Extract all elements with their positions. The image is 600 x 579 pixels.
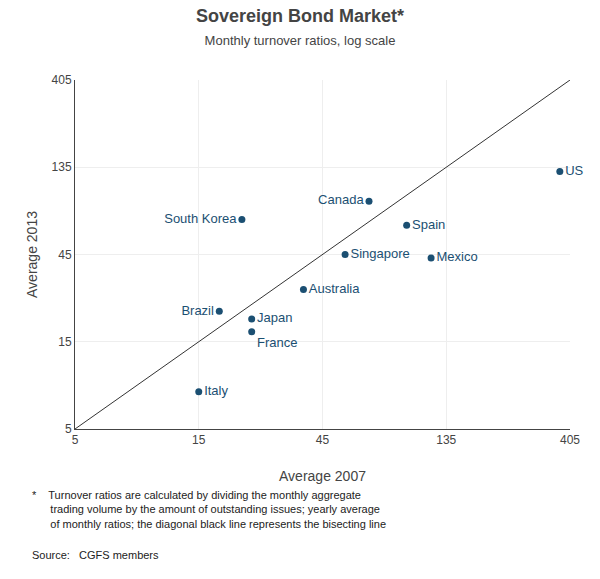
svg-text:45: 45 (316, 433, 330, 447)
svg-text:US: US (565, 163, 583, 178)
svg-text:Japan: Japan (257, 310, 292, 325)
svg-text:405: 405 (560, 433, 580, 447)
svg-text:15: 15 (58, 335, 72, 349)
svg-text:5: 5 (65, 422, 72, 436)
svg-text:Italy: Italy (204, 383, 228, 398)
svg-text:Sovereign Bond Market*Monthly: Sovereign Bond Market*Monthly turnover r… (196, 6, 404, 48)
svg-text:Average 2007: Average 2007 (279, 468, 366, 484)
svg-text:5: 5 (72, 433, 79, 447)
svg-text:Singapore: Singapore (350, 246, 409, 261)
svg-text:Canada: Canada (318, 192, 364, 207)
svg-text:45: 45 (58, 248, 72, 262)
svg-text:Source: CGFS members: Source: CGFS members (32, 549, 159, 561)
svg-text:135: 135 (436, 433, 456, 447)
svg-text:405: 405 (52, 73, 72, 87)
svg-text:Brazil: Brazil (181, 303, 214, 318)
svg-text:South Korea: South Korea (164, 211, 237, 226)
svg-text:Average 2013: Average 2013 (24, 211, 40, 298)
svg-text:France: France (257, 335, 297, 350)
svg-text:Mexico: Mexico (436, 249, 477, 264)
svg-text:Australia: Australia (309, 281, 360, 296)
svg-text:135: 135 (52, 160, 72, 174)
svg-text:Spain: Spain (412, 217, 445, 232)
svg-text:* Turnover ratios are calcu: * Turnover ratios are calculated by divi… (32, 489, 386, 530)
svg-text:15: 15 (192, 433, 206, 447)
